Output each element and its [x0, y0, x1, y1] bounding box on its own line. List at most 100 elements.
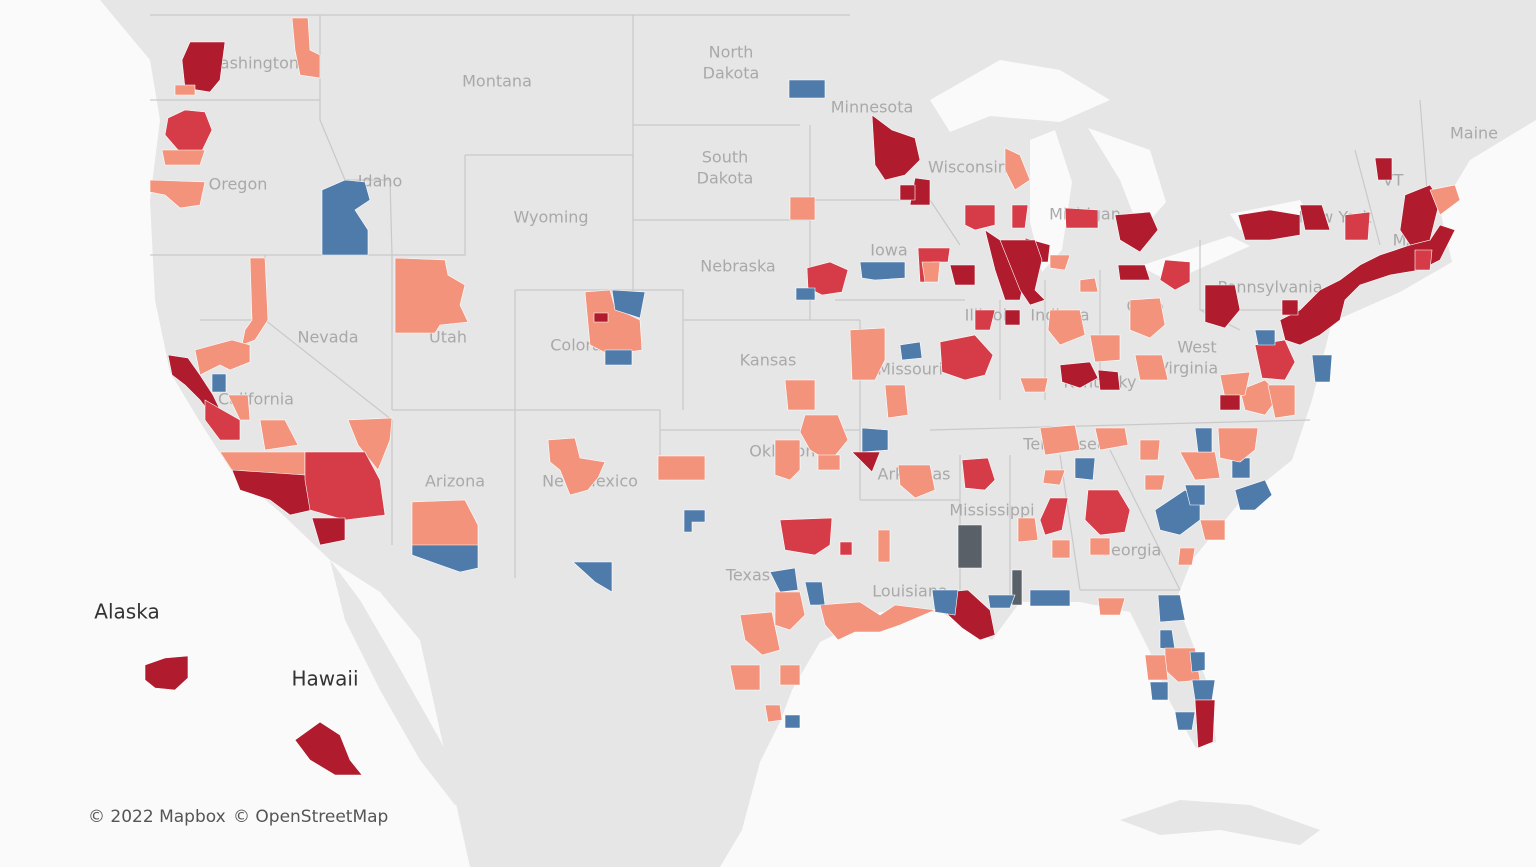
- region: [851, 451, 881, 473]
- region: [764, 704, 783, 723]
- state-border: [1109, 449, 1181, 591]
- region: [411, 499, 479, 549]
- state-border: [929, 419, 1311, 431]
- region: [974, 309, 996, 331]
- region: [849, 327, 886, 381]
- region: [1039, 497, 1069, 536]
- region: [1374, 157, 1393, 181]
- lake: [1088, 128, 1166, 232]
- region: [241, 257, 269, 346]
- region: [1074, 457, 1096, 481]
- state-label: Montana: [462, 72, 532, 91]
- region: [291, 17, 321, 79]
- region: [921, 261, 941, 283]
- region: [1399, 184, 1441, 246]
- region: [204, 399, 241, 441]
- region: [1217, 427, 1259, 463]
- region: [657, 455, 706, 481]
- attribution: © 2022 Mapbox: [88, 807, 226, 827]
- state-label: North: [709, 43, 754, 62]
- state-label: Dakota: [697, 169, 754, 188]
- state-label: Minnesota: [831, 98, 914, 117]
- state-label: Washington: [205, 54, 299, 73]
- state-label: Iowa: [870, 241, 907, 260]
- state-label: Pennsylvania: [1217, 278, 1322, 297]
- state-label: Utah: [429, 328, 467, 347]
- region: [1114, 211, 1159, 253]
- region: [947, 589, 996, 641]
- region: [859, 261, 906, 281]
- region: [1079, 277, 1099, 293]
- region: [149, 179, 206, 209]
- region: [321, 179, 371, 256]
- attribution: © OpenStreetMap: [233, 807, 388, 827]
- region: [211, 373, 227, 393]
- region: [779, 664, 801, 686]
- region: [1144, 474, 1166, 491]
- region: [1042, 469, 1066, 486]
- region: [817, 454, 841, 471]
- region: [1311, 354, 1333, 383]
- region: [839, 541, 853, 556]
- region: [1051, 539, 1071, 559]
- state-label: Maine: [1450, 124, 1498, 143]
- region: [1139, 439, 1161, 461]
- region: [931, 589, 959, 616]
- region: [899, 341, 923, 361]
- state-label: Oregon: [209, 175, 268, 194]
- region: [774, 591, 806, 631]
- region: [161, 149, 206, 166]
- region: [1184, 484, 1206, 506]
- state-label: Georgia: [1099, 541, 1162, 560]
- state-label: South: [702, 148, 749, 167]
- region: [784, 714, 801, 729]
- region: [611, 289, 646, 319]
- state-label: Kansas: [740, 351, 797, 370]
- region: [1199, 519, 1226, 541]
- region: [1089, 537, 1111, 556]
- region: [899, 184, 916, 201]
- region: [1219, 371, 1251, 399]
- region: [961, 457, 996, 491]
- region: [294, 721, 363, 776]
- region: [1134, 354, 1169, 381]
- region: [769, 567, 799, 593]
- region: [1157, 594, 1186, 623]
- region: [1159, 629, 1176, 651]
- state-label: California: [218, 390, 294, 409]
- region: [1254, 329, 1276, 346]
- region: [1149, 681, 1169, 701]
- region: [1177, 547, 1196, 566]
- state-border: [392, 409, 661, 455]
- region: [1414, 249, 1433, 271]
- region: [1047, 309, 1086, 346]
- region: [144, 655, 189, 691]
- region: [584, 289, 643, 356]
- region: [779, 517, 833, 556]
- region: [1279, 224, 1456, 346]
- region: [861, 427, 889, 453]
- region: [1049, 254, 1071, 271]
- state-label: Virginia: [1158, 359, 1218, 378]
- region: [1129, 297, 1166, 339]
- state-label: Texas: [725, 566, 770, 585]
- state-border: [515, 289, 684, 410]
- region: [1344, 211, 1371, 241]
- region: [1039, 424, 1081, 456]
- region: [1219, 394, 1241, 411]
- region: [1004, 147, 1031, 191]
- region: [1029, 589, 1071, 607]
- region: [784, 379, 816, 411]
- region: [227, 394, 251, 421]
- inset-label: Hawaii: [291, 667, 358, 691]
- region: [1159, 259, 1191, 291]
- region: [1011, 569, 1023, 606]
- state-label: Missouri: [877, 360, 943, 379]
- regions: [144, 17, 1461, 776]
- region: [1194, 699, 1216, 749]
- state-label: Arizona: [425, 472, 485, 491]
- region: [1097, 369, 1121, 391]
- region: [1144, 654, 1169, 681]
